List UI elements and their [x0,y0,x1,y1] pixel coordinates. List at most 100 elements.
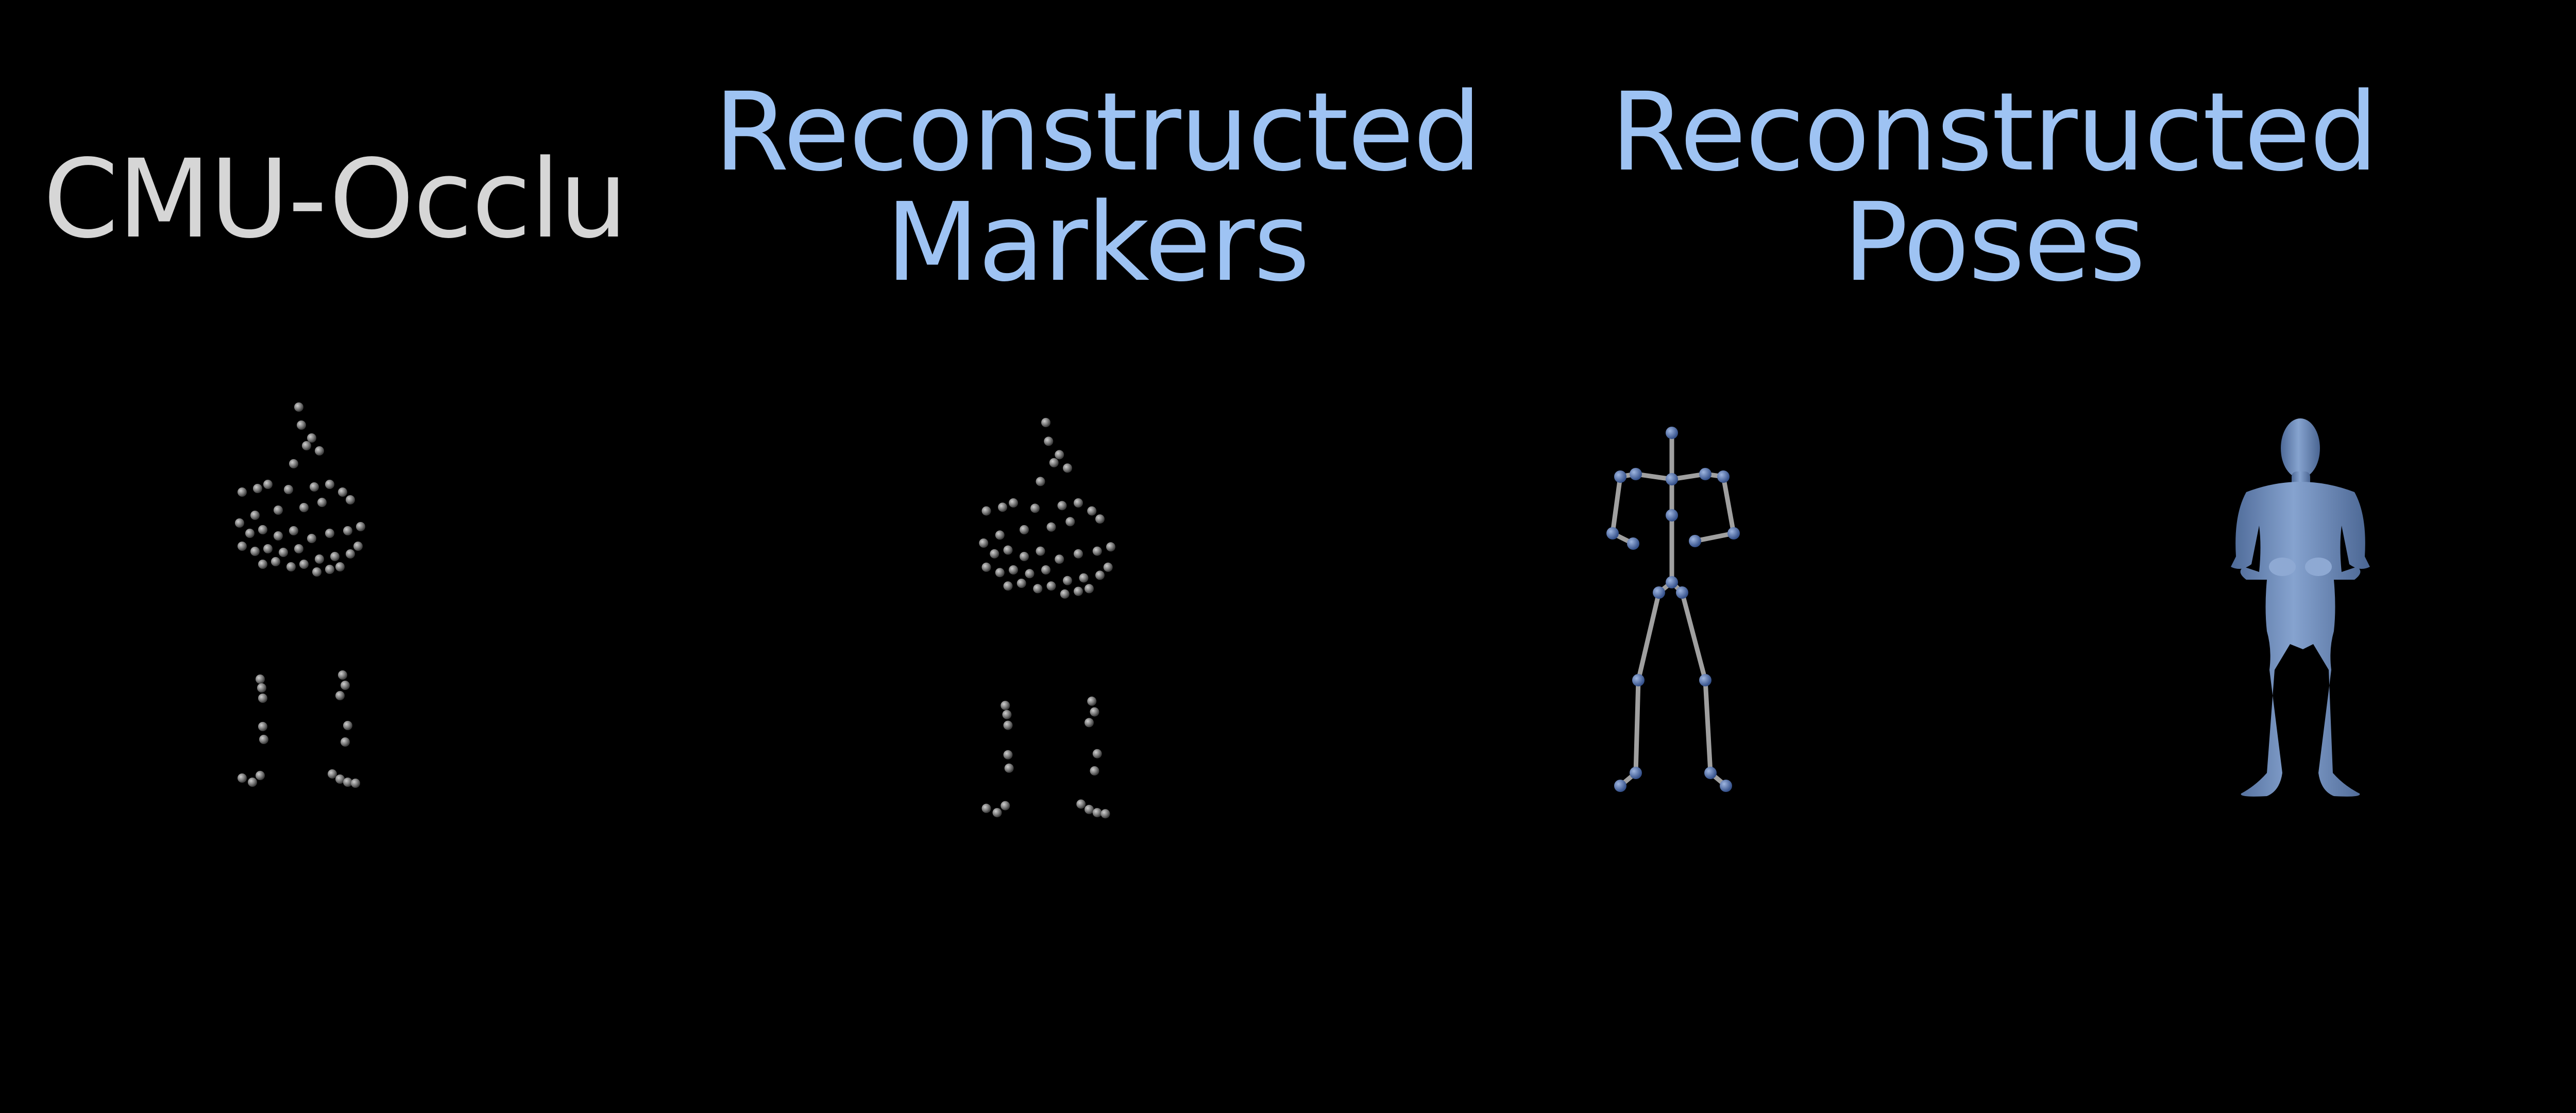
marker-point [1057,501,1067,511]
marker-point [1106,542,1115,552]
marker-point [1092,546,1102,556]
marker-point [263,480,273,489]
marker-point [271,557,280,566]
reconstructed-skeleton [1610,430,1736,788]
marker-point [341,681,350,690]
marker-point [990,549,999,559]
panel-title-reconstructed-poses: Reconstructed Poses [1607,77,2380,298]
marker-point [257,683,266,693]
marker-point [1084,718,1094,728]
marker-point [253,484,262,493]
marker-point [258,722,267,731]
marker-point [1090,766,1099,775]
marker-point [346,549,355,559]
marker-point [1036,477,1045,486]
marker-point [302,441,311,450]
skeleton-joint [1614,470,1626,483]
marker-point [1103,562,1113,572]
marker-point [325,565,334,574]
skeleton-joint [1676,586,1688,599]
marker-point [1065,517,1075,527]
marker-point [1084,584,1094,594]
marker-point [1055,450,1064,460]
marker-point [1002,710,1012,719]
marker-point [338,487,347,497]
skeleton-joint [1630,767,1642,779]
marker-point [338,670,347,680]
marker-point [274,531,283,541]
marker-point [1009,565,1018,575]
marker-point [256,771,265,780]
marker-point [1046,522,1056,532]
skeleton-joint [1704,767,1717,779]
marker-point [1033,584,1043,594]
marker-point [1041,418,1050,427]
marker-point [1016,579,1026,588]
marker-point [245,529,255,538]
marker-point [992,808,1002,818]
marker-point [315,446,324,456]
skeleton-joint [1666,427,1678,439]
marker-point [325,480,334,489]
marker-point [1074,498,1083,508]
skeleton-joint [1632,674,1645,686]
input-marker-cloud [235,402,365,788]
skeleton-joint [1666,473,1678,485]
marker-point [998,502,1007,512]
marker-point [981,506,991,516]
marker-point [351,779,360,788]
marker-point [279,548,288,557]
skeleton-joints [1606,427,1740,792]
marker-point [1003,720,1013,730]
marker-point [248,778,257,787]
marker-point [1044,436,1054,446]
marker-point [1049,458,1059,467]
marker-point [310,482,319,492]
skeleton-joint [1699,674,1711,686]
title-line: Poses [1843,179,2146,306]
marker-point [981,562,991,572]
skeleton-joint [1699,468,1711,480]
marker-point [1090,707,1099,717]
marker-point [979,538,989,548]
marker-point [1036,546,1045,556]
skeleton-joint [1627,537,1639,550]
marker-point [995,568,1005,578]
marker-point [258,560,267,569]
marker-point [1046,581,1056,591]
skeleton-joint [1653,586,1665,599]
marker-point [328,769,337,779]
skeleton-joint [1727,527,1740,539]
title-line: Reconstructed [714,69,1482,195]
marker-point [289,526,298,535]
marker-point [256,674,265,684]
marker-point [325,529,334,538]
marker-point [335,774,345,784]
marker-point [1001,801,1010,811]
marker-point [259,735,268,744]
marker-point [1087,696,1097,706]
marker-point [346,495,355,504]
marker-point [238,542,247,551]
marker-point [341,737,350,747]
marker-point [1020,525,1029,534]
marker-point [1074,549,1083,559]
marker-point [1100,809,1110,819]
marker-point [317,498,327,507]
marker-point [343,778,352,787]
marker-point [1020,552,1029,561]
skeleton-joint [1689,535,1701,547]
skeleton-joint [1606,527,1619,539]
marker-point [1025,569,1035,579]
panel-title-reconstructed-markers: Reconstructed Markers [711,77,1484,298]
marker-point [258,694,267,703]
title-line: Markers [886,179,1310,306]
marker-point [315,554,324,564]
marker-point [1074,586,1083,596]
panel-title-input: CMU-Occlu [43,136,628,262]
marker-point [1076,799,1086,809]
title-line: Reconstructed [1610,69,2378,195]
marker-point [343,721,352,730]
skeleton-joint [1717,470,1730,483]
